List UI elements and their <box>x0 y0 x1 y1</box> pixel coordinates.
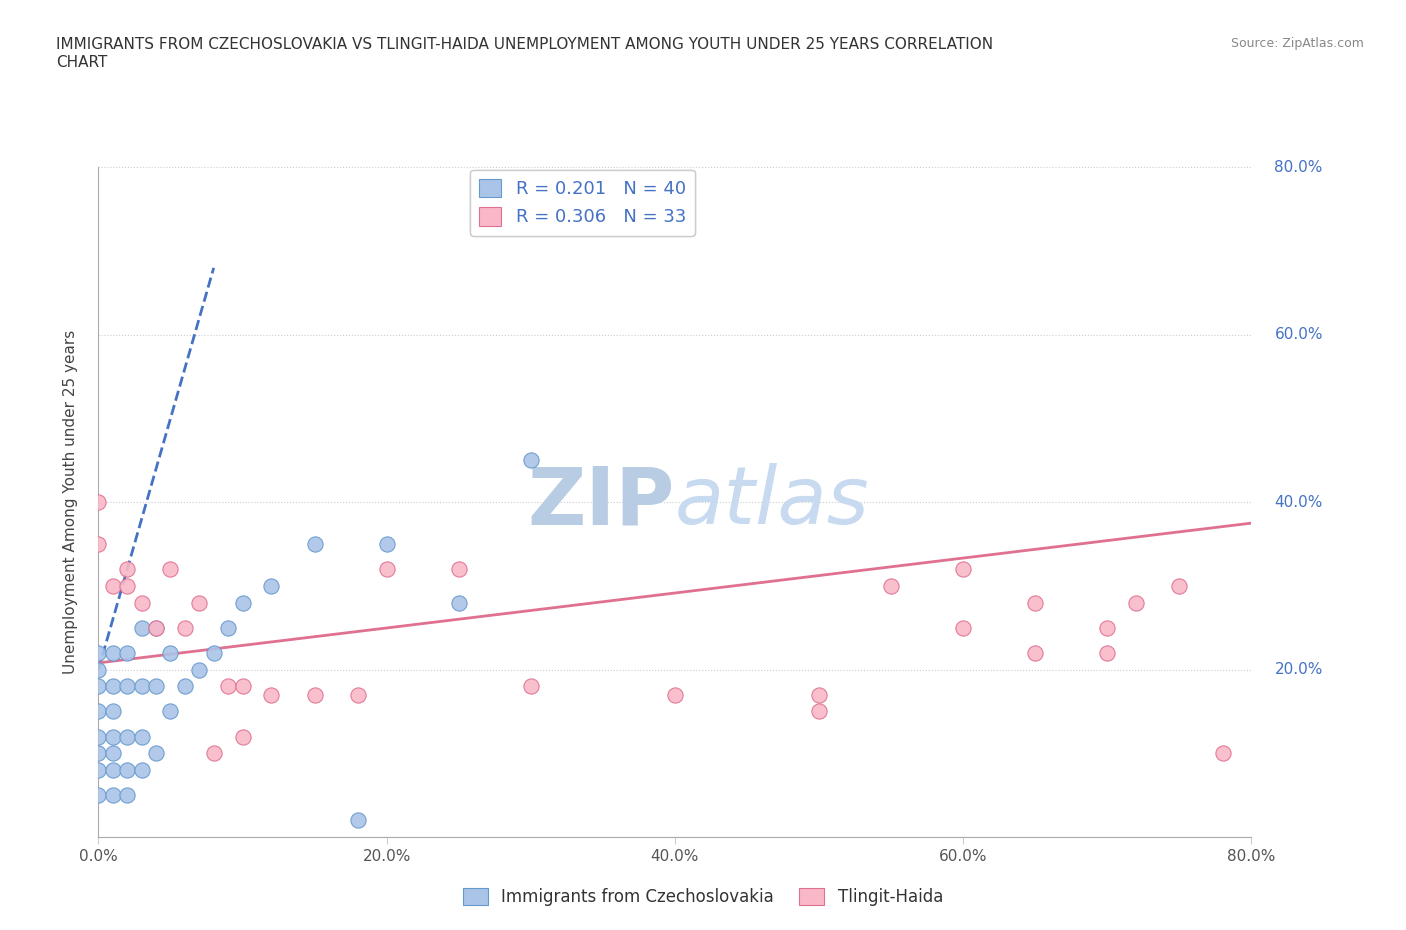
Point <box>87 788 110 803</box>
Point <box>101 763 124 777</box>
Point <box>375 537 398 551</box>
Point <box>131 729 153 744</box>
Point <box>231 679 254 694</box>
Point <box>520 679 543 694</box>
Point <box>880 578 903 593</box>
Point <box>188 662 211 677</box>
Point <box>188 595 211 610</box>
Point <box>304 537 326 551</box>
Point <box>1168 578 1191 593</box>
Point <box>202 645 225 660</box>
Point <box>101 679 124 694</box>
Point <box>131 679 153 694</box>
Point <box>131 763 153 777</box>
Point <box>447 595 470 610</box>
Text: 40.0%: 40.0% <box>1274 495 1323 510</box>
Point <box>117 788 138 803</box>
Point <box>145 746 167 761</box>
Point <box>145 620 167 635</box>
Point <box>87 495 110 510</box>
Point <box>87 729 110 744</box>
Legend: R = 0.201   N = 40, R = 0.306   N = 33: R = 0.201 N = 40, R = 0.306 N = 33 <box>471 170 695 235</box>
Point <box>101 578 124 593</box>
Point <box>87 746 110 761</box>
Point <box>1024 595 1046 610</box>
Point <box>101 746 124 761</box>
Point <box>217 679 239 694</box>
Point <box>87 763 110 777</box>
Point <box>159 704 181 719</box>
Point <box>131 620 153 635</box>
Point <box>87 679 110 694</box>
Point <box>159 645 181 660</box>
Point <box>217 620 239 635</box>
Point <box>260 578 283 593</box>
Point <box>87 645 110 660</box>
Y-axis label: Unemployment Among Youth under 25 years: Unemployment Among Youth under 25 years <box>63 330 77 674</box>
Point <box>87 662 110 677</box>
Text: IMMIGRANTS FROM CZECHOSLOVAKIA VS TLINGIT-HAIDA UNEMPLOYMENT AMONG YOUTH UNDER 2: IMMIGRANTS FROM CZECHOSLOVAKIA VS TLINGI… <box>56 37 994 70</box>
Point <box>1125 595 1147 610</box>
Point <box>346 813 368 828</box>
Point <box>304 687 326 702</box>
Text: 60.0%: 60.0% <box>1274 327 1323 342</box>
Point <box>231 729 254 744</box>
Point <box>87 537 110 551</box>
Text: 80.0%: 80.0% <box>1274 160 1323 175</box>
Text: atlas: atlas <box>675 463 870 541</box>
Point <box>1097 620 1119 635</box>
Point <box>447 562 470 577</box>
Text: 20.0%: 20.0% <box>1274 662 1323 677</box>
Point <box>952 562 974 577</box>
Point <box>101 645 124 660</box>
Point <box>807 687 830 702</box>
Point <box>117 578 138 593</box>
Point <box>131 595 153 610</box>
Point <box>145 679 167 694</box>
Point <box>159 562 181 577</box>
Text: Source: ZipAtlas.com: Source: ZipAtlas.com <box>1230 37 1364 50</box>
Point <box>101 729 124 744</box>
Point <box>202 746 225 761</box>
Point <box>101 788 124 803</box>
Point <box>346 687 368 702</box>
Point <box>231 595 254 610</box>
Point <box>101 704 124 719</box>
Point <box>1097 645 1119 660</box>
Point <box>1024 645 1046 660</box>
Text: ZIP: ZIP <box>527 463 675 541</box>
Point <box>664 687 686 702</box>
Legend: Immigrants from Czechoslovakia, Tlingit-Haida: Immigrants from Czechoslovakia, Tlingit-… <box>457 881 949 912</box>
Point <box>117 562 138 577</box>
Point <box>952 620 974 635</box>
Point <box>174 679 197 694</box>
Point <box>520 453 543 468</box>
Point <box>807 704 830 719</box>
Point <box>1212 746 1234 761</box>
Point <box>375 562 398 577</box>
Point <box>145 620 167 635</box>
Point <box>174 620 197 635</box>
Point <box>117 645 138 660</box>
Point <box>117 729 138 744</box>
Point <box>260 687 283 702</box>
Point <box>117 763 138 777</box>
Point <box>117 679 138 694</box>
Point <box>87 704 110 719</box>
